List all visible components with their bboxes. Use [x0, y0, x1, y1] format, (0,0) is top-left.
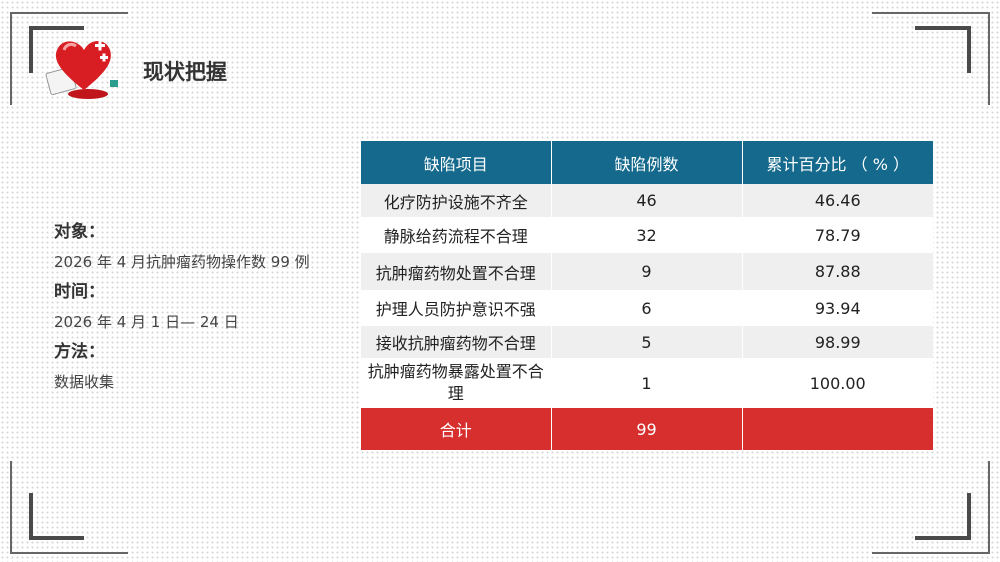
corner-frame-line: [29, 26, 84, 30]
table-row: 接收抗肿瘤药物不合理 5 98.99: [361, 326, 933, 358]
cell: 32: [551, 217, 743, 253]
corner-frame-line: [10, 12, 12, 105]
cell: 1: [551, 358, 743, 408]
corner-frame-line: [915, 536, 971, 540]
cell: 接收抗肿瘤药物不合理: [361, 326, 552, 358]
table-row: 化疗防护设施不齐全 46 46.46: [361, 184, 933, 217]
corner-frame-line: [29, 26, 33, 73]
total-percent: [742, 408, 933, 450]
cell: 46.46: [742, 184, 933, 217]
corner-frame-line: [967, 493, 971, 540]
cell: 5: [551, 326, 743, 358]
table-row: 抗肿瘤药物暴露处置不合理 1 100.00: [361, 358, 933, 408]
corner-frame-line: [872, 12, 990, 14]
corner-frame-line: [872, 552, 990, 554]
corner-frame-line: [915, 26, 971, 30]
corner-frame-line: [988, 12, 990, 105]
cell: 87.88: [742, 253, 933, 290]
corner-frame-line: [988, 461, 990, 554]
object-label: 对象：: [54, 222, 105, 242]
time-label: 时间：: [54, 282, 105, 302]
header-cell: 累计百分比 （ % ）: [742, 141, 933, 184]
total-count: 99: [551, 408, 743, 450]
corner-frame-line: [10, 552, 128, 554]
cell: 抗肿瘤药物暴露处置不合理: [361, 358, 552, 408]
cell: 93.94: [742, 290, 933, 326]
cell: 6: [551, 290, 743, 326]
header-cell: 缺陷例数: [551, 141, 743, 184]
corner-frame-line: [10, 12, 128, 14]
time-value: 2026 年 4 月 1 日— 24 日: [54, 313, 239, 331]
cell: 抗肿瘤药物处置不合理: [361, 253, 552, 290]
header-cell: 缺陷项目: [361, 141, 552, 184]
cell: 100.00: [742, 358, 933, 408]
cell: 9: [551, 253, 743, 290]
table-row: 护理人员防护意识不强 6 93.94: [361, 290, 933, 326]
table-row: 静脉给药流程不合理 32 78.79: [361, 217, 933, 253]
cell: 静脉给药流程不合理: [361, 217, 552, 253]
table-row: 抗肿瘤药物处置不合理 9 87.88: [361, 253, 933, 290]
total-label: 合计: [361, 408, 552, 450]
corner-frame-line: [29, 493, 33, 540]
cell: 98.99: [742, 326, 933, 358]
object-value: 2026 年 4 月抗肿瘤药物操作数 99 例: [54, 253, 310, 271]
corner-frame-line: [967, 26, 971, 73]
corner-frame-line: [29, 536, 84, 540]
method-value: 数据收集: [54, 373, 115, 391]
total-row: 合计 99: [361, 408, 933, 450]
cell: 化疗防护设施不齐全: [361, 184, 552, 217]
table-header-row: 缺陷项目 缺陷例数 累计百分比 （ % ）: [361, 141, 933, 184]
method-label: 方法：: [54, 342, 105, 362]
heart-medical-icon: [45, 40, 118, 99]
page-title: 现状把握: [143, 60, 227, 84]
corner-frame-line: [10, 461, 12, 554]
cell: 46: [551, 184, 743, 217]
cell: 护理人员防护意识不强: [361, 290, 552, 326]
defect-table: 缺陷项目 缺陷例数 累计百分比 （ % ） 化疗防护设施不齐全 46 46.46 静…: [361, 141, 933, 450]
cell: 78.79: [742, 217, 933, 253]
info-panel: 对象： 2026 年 4 月抗肿瘤药物操作数 99 例 时间： 2026 年 4…: [54, 218, 334, 398]
